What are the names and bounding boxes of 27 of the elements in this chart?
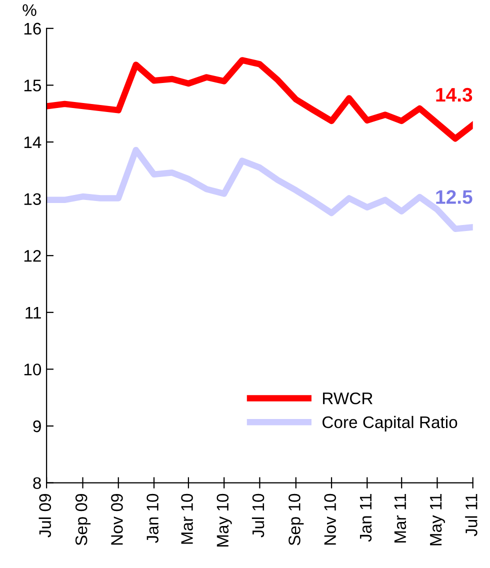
legend-label: Core Capital Ratio <box>322 416 458 432</box>
x-tick-label: Nov 09 <box>111 494 123 545</box>
x-tick-label: Jul 09 <box>38 494 52 538</box>
y-tick-label: 11 <box>26 306 41 318</box>
y-tick-label: 9 <box>33 420 41 432</box>
x-tick-label: Sep 10 <box>288 494 304 546</box>
x-tick-label: May 11 <box>430 494 445 546</box>
y-tick-label: 15 <box>24 80 41 92</box>
x-tick-label: Jul 10 <box>252 494 264 538</box>
y-tick-label: 8 <box>33 477 41 490</box>
x-tick-label: Nov 10 <box>324 494 336 545</box>
x-tick-label: Mar 10 <box>181 494 193 544</box>
x-tick-label: Mar 11 <box>394 494 406 542</box>
x-tick-label: Jan 10 <box>146 494 158 543</box>
y-tick-label: 16 <box>24 22 41 35</box>
annotation: 12.5 <box>436 190 472 204</box>
x-tick-label: Sep 09 <box>75 494 91 546</box>
x-tick-label: Jul 11 <box>465 494 478 536</box>
y-tick-label: 12 <box>24 250 41 262</box>
x-tick-label: Jan 11 <box>360 494 372 542</box>
x-tick-label: May 10 <box>216 494 232 546</box>
y-tick-label: 14 <box>24 136 42 148</box>
legend-label: RWCR <box>323 392 372 404</box>
y-axis-title: % <box>22 4 36 16</box>
annotation: 14.3 <box>436 88 472 102</box>
y-tick-label: 10 <box>24 364 42 376</box>
y-tick-label: 13 <box>24 193 41 206</box>
